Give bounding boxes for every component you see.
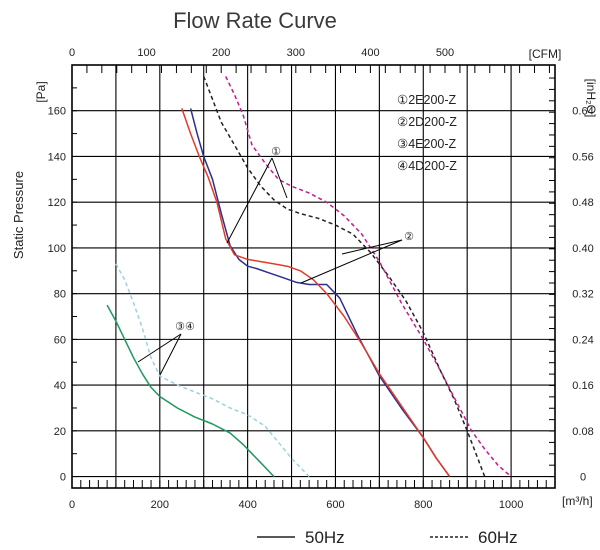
callout-label-34: ③④ [175, 321, 195, 333]
y-tick-label: 140 [48, 151, 66, 163]
callout-label-2: ② [404, 231, 414, 243]
x-tick-label: 200 [151, 499, 169, 511]
y-tick-label: 80 [54, 289, 66, 301]
y-right-tick-label: 0.40 [572, 243, 593, 255]
x-top-tick-label: 300 [287, 47, 305, 59]
y-right-tick-label: 0.24 [572, 334, 593, 346]
x-tick-label: 0 [69, 499, 75, 511]
x-top-tick-label: 400 [361, 47, 379, 59]
series-line [115, 263, 310, 478]
x-top-tick-label: 100 [137, 47, 155, 59]
frequency-legend: 50Hz 60Hz [257, 528, 518, 547]
y-tick-label: 60 [54, 334, 66, 346]
callout-leader [271, 157, 288, 199]
x-tick-label: 400 [238, 499, 256, 511]
x-top-axis-label: [CFM] [529, 47, 562, 61]
x-tick-label: 800 [414, 499, 432, 511]
y-tick-label: 120 [48, 197, 66, 209]
x-top-tick-label: 0 [69, 47, 75, 59]
y-tick-label: 0 [60, 472, 66, 484]
callout-leader [300, 239, 403, 284]
callout-leader [341, 239, 403, 255]
y-unit-label: [Pa] [34, 81, 48, 102]
y-right-tick-label: 0.32 [572, 289, 593, 301]
y-right-axis-label: [inH₂O] [584, 79, 598, 118]
chart-title: Flow Rate Curve [173, 8, 337, 33]
callout-leader [137, 333, 182, 363]
legend-50hz-label: 50Hz [305, 528, 345, 547]
x-tick-label: 600 [326, 499, 344, 511]
y-tick-label: 40 [54, 380, 66, 392]
series-line [202, 76, 486, 477]
legend-model-entry: ③4E200-Z [397, 137, 457, 151]
y-right-tick-label: 0.48 [572, 197, 593, 209]
grid [72, 65, 555, 488]
callout-label-1: ① [271, 146, 281, 158]
callouts [137, 157, 403, 376]
callout-leader [159, 333, 182, 376]
y-right-tick-label: 0.08 [572, 426, 593, 438]
series-line [189, 108, 451, 478]
y-right-tick-label: 0.64 [572, 106, 593, 118]
series-group [106, 76, 512, 478]
series-line [225, 76, 512, 478]
x-axis-label: [m³/h] [562, 494, 593, 508]
y-right-tick-label: 0.56 [572, 151, 593, 163]
y-tick-label: 160 [48, 106, 66, 118]
minor-ticks [71, 65, 556, 488]
series-line [181, 108, 451, 478]
y-right-tick-label: 0 [580, 472, 586, 484]
x-top-tick-label: 500 [436, 47, 454, 59]
legend-model-entry: ①2E200-Z [397, 93, 457, 107]
y-right-tick-label: 0.16 [572, 380, 593, 392]
legend-model-entry: ④4D200-Z [397, 159, 457, 173]
x-top-tick-label: 200 [212, 47, 230, 59]
plot-frame [71, 64, 556, 489]
y-axis-label: Static Pressure [11, 171, 26, 259]
y-tick-label: 20 [54, 426, 66, 438]
legend-model-entry: ②2D200-Z [397, 115, 457, 129]
callout-leader [226, 157, 273, 244]
legend-60hz-label: 60Hz [478, 528, 518, 547]
series-line [106, 304, 275, 478]
x-tick-label: 1000 [499, 499, 523, 511]
y-tick-label: 100 [48, 243, 66, 255]
